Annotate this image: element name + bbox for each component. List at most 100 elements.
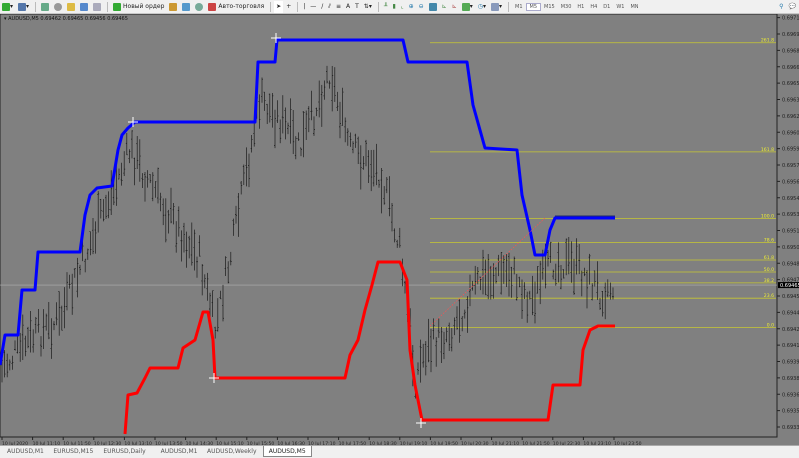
periods-button[interactable]: ◷ ▾	[477, 3, 486, 10]
indicators-button[interactable]: ▾	[460, 1, 475, 13]
candles-button[interactable]: ▮	[390, 1, 397, 13]
terminal-button[interactable]	[78, 1, 90, 13]
horizontal-line-button[interactable]: —	[308, 1, 318, 13]
timeframe-m30[interactable]: M30	[560, 3, 572, 10]
templates-button[interactable]: ▾	[489, 1, 504, 13]
ohlc-bar	[336, 91, 339, 112]
ohlc-bar	[471, 280, 474, 291]
ohlc-bar	[196, 256, 198, 278]
zoom-out-button[interactable]: ⊖	[417, 1, 426, 13]
ohlc-bar	[172, 202, 175, 225]
ohlc-bar	[549, 241, 552, 263]
ohlc-bar	[417, 362, 419, 375]
arrows-button[interactable]: ⇅▾	[362, 1, 374, 13]
vertical-line-button[interactable]: |	[301, 1, 307, 13]
fibo-level-label: 38.2	[764, 278, 774, 284]
chart-tab[interactable]: AUDUSD,M5	[262, 446, 312, 457]
chart-tab[interactable]: EURUSD,Daily	[103, 448, 146, 455]
line-chart-icon: ⌞	[400, 3, 404, 10]
ohlc-bar	[352, 141, 354, 154]
autoscroll-button[interactable]: ⊾	[440, 1, 449, 13]
zoom-in-button[interactable]: ⊕	[407, 1, 416, 13]
time-label: 10 Jul 19:10	[400, 441, 428, 445]
ohlc-bar	[250, 134, 253, 153]
ohlc-bar	[149, 174, 152, 184]
timeframe-w1[interactable]: W1	[616, 3, 625, 10]
time-label: 10 Jul 21:50	[522, 441, 550, 445]
cursor-button[interactable]: ➤	[274, 0, 284, 13]
ohlc-bar	[11, 355, 14, 370]
chart-shift-button[interactable]: ⊾	[450, 1, 459, 13]
price-label: 0.69425	[782, 327, 799, 333]
time-label: 10 Jul 23:10	[583, 441, 611, 445]
chart-tab[interactable]: EURUSD,M15	[53, 448, 94, 455]
text-button[interactable]: A	[344, 1, 352, 13]
label-button[interactable]: T	[353, 1, 361, 13]
fibo-button[interactable]: ≡	[334, 1, 343, 13]
timeframe-m1[interactable]: M1	[515, 3, 523, 10]
time-label: 10 Jul 21:10	[492, 441, 520, 445]
channel-button[interactable]: ⫽	[326, 1, 333, 13]
crosshair-button[interactable]: +	[284, 1, 293, 13]
candles-icon: ▮	[392, 3, 396, 10]
signals-button[interactable]	[180, 1, 192, 13]
timeframe-h1[interactable]: H1	[577, 3, 585, 10]
chat-button[interactable]: 💬	[787, 1, 798, 13]
bar-chart-button[interactable]: ╨	[382, 1, 390, 13]
ohlc-bar	[229, 251, 232, 266]
ohlc-bar	[531, 275, 534, 316]
trendline-button[interactable]: /	[319, 1, 325, 13]
chart-tab[interactable]: AUDUSD,Weekly	[207, 448, 257, 455]
ohlc-bar	[612, 287, 614, 300]
timeframe-m5[interactable]: M5	[525, 2, 542, 11]
autotrading-button[interactable]: Авто-торговля	[206, 1, 266, 13]
profiles-button[interactable]: ▾	[16, 1, 31, 13]
ohlc-bar	[560, 265, 562, 290]
template-icon	[491, 2, 499, 11]
price-label: 0.69335	[782, 425, 799, 431]
ohlc-bar	[570, 241, 573, 283]
timeframe-h4[interactable]: H4	[590, 3, 598, 10]
fibo-level-label: 161.8	[761, 147, 774, 153]
fractal-marker-icon	[209, 373, 219, 383]
chart-tab[interactable]: AUDUSD,M1	[160, 448, 198, 455]
navigator-button[interactable]	[52, 1, 64, 13]
ohlc-bar	[300, 147, 302, 157]
bar-chart-icon: ╨	[383, 3, 388, 10]
timeframe-m15[interactable]: M15	[544, 3, 555, 10]
profiles-icon	[18, 2, 27, 11]
data-window-button[interactable]	[65, 1, 77, 13]
timeframe-d1[interactable]: D1	[603, 3, 611, 10]
time-label: 10 Jul 20:30	[461, 441, 489, 445]
ohlc-bar	[476, 267, 479, 285]
chart-tab[interactable]: AUDUSD,M1	[7, 448, 44, 455]
ohlc-bar	[138, 139, 141, 182]
market-watch-button[interactable]	[39, 1, 51, 13]
new-chart-button[interactable]: ▾	[0, 1, 15, 13]
ohlc-bar	[76, 257, 79, 298]
ohlc-bar	[94, 221, 97, 254]
ohlc-bar	[318, 80, 321, 118]
tester-button[interactable]	[91, 1, 103, 13]
price-label: 0.69545	[782, 196, 799, 202]
new-order-button[interactable]: Новый ордер	[111, 1, 166, 13]
ohlc-bar	[105, 194, 107, 219]
price-label: 0.69395	[782, 360, 799, 366]
tile-windows-button[interactable]	[427, 1, 439, 13]
metaeditor-button[interactable]	[167, 1, 179, 13]
vps-button[interactable]	[193, 1, 205, 13]
search-button[interactable]: ⚲	[777, 1, 785, 13]
ohlc-bar	[222, 284, 224, 322]
ohlc-bar	[430, 328, 432, 373]
ohlc-bar	[307, 106, 310, 133]
time-label: 10 Jul 12:30	[94, 441, 122, 445]
line-chart-button[interactable]: ⌞	[399, 1, 406, 13]
tester-icon	[93, 2, 102, 11]
ohlc-bar	[8, 359, 11, 371]
current-price-box	[778, 282, 799, 289]
timeframe-mn[interactable]: MN	[630, 3, 639, 10]
price-label: 0.69365	[782, 392, 799, 398]
ohlc-bar	[372, 149, 375, 187]
